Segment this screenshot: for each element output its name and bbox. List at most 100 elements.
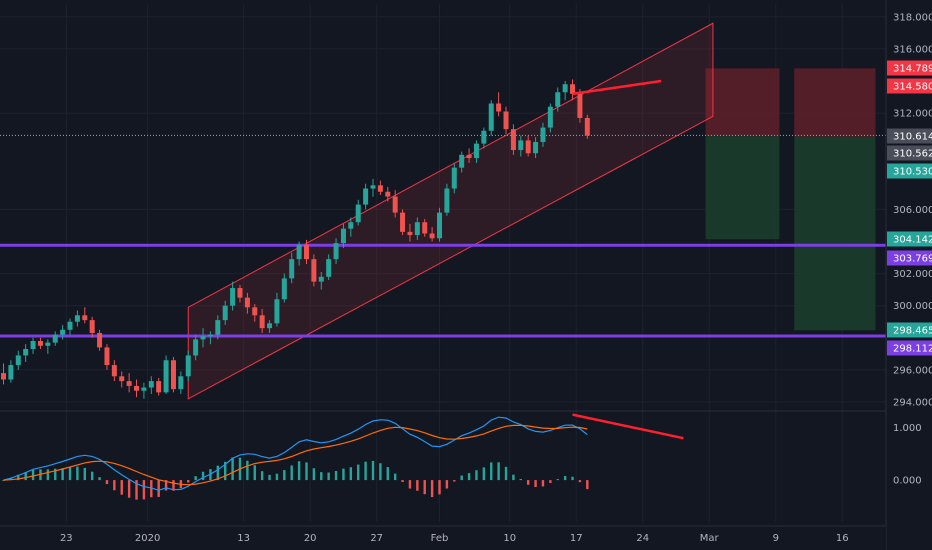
stop-loss-zone bbox=[794, 68, 876, 137]
macd-histogram-bar bbox=[460, 475, 463, 481]
candle-body bbox=[540, 127, 546, 143]
time-tick-label: 23 bbox=[60, 533, 73, 544]
macd-histogram-bar bbox=[482, 467, 486, 481]
time-tick-label: 16 bbox=[836, 533, 849, 544]
candle-body bbox=[429, 233, 435, 239]
time-tick-label: 9 bbox=[773, 533, 779, 544]
macd-histogram-bar bbox=[150, 480, 153, 498]
candle-body bbox=[281, 278, 287, 300]
candle-body bbox=[547, 106, 553, 128]
macd-histogram-bar bbox=[76, 466, 79, 481]
price-tags: 314.789 314.580 310.614 310.562 310.530 304.1… bbox=[887, 60, 932, 356]
price-tick-label: 306.000 bbox=[893, 205, 932, 216]
macd-histogram-bar bbox=[61, 468, 64, 481]
candle-body bbox=[466, 154, 472, 159]
macd-histogram-bar bbox=[563, 476, 567, 481]
macd-tick-label: 1.000 bbox=[893, 423, 922, 434]
candle-body bbox=[370, 185, 376, 189]
candle-body bbox=[274, 299, 280, 324]
macd-histogram-bar bbox=[17, 474, 20, 481]
macd-histogram-bar bbox=[504, 466, 508, 481]
price-tag-label: 310.614 bbox=[893, 132, 932, 143]
macd-histogram-bar bbox=[364, 461, 367, 481]
candle-body bbox=[481, 130, 487, 144]
price-tag-background bbox=[887, 145, 932, 161]
candle-body bbox=[170, 360, 176, 390]
macd-histogram-bar bbox=[127, 480, 131, 498]
candle-body bbox=[222, 305, 228, 321]
candle-body bbox=[82, 315, 88, 321]
candle-body bbox=[60, 329, 66, 335]
macd-histogram-bar bbox=[438, 480, 441, 495]
price-divergence-line bbox=[572, 79, 662, 96]
macd-histogram-bar bbox=[578, 480, 582, 483]
price-tag-label: 298.465 bbox=[893, 326, 932, 337]
candle-body bbox=[134, 385, 140, 391]
candle-body bbox=[104, 347, 110, 366]
price-tick-label: 318.000 bbox=[893, 12, 932, 23]
price-tag-background bbox=[887, 128, 932, 144]
price-tag-label: 303.769 bbox=[893, 254, 932, 265]
candle-body bbox=[318, 276, 324, 282]
macd-histogram-bar bbox=[526, 480, 530, 485]
candle-body bbox=[577, 93, 583, 118]
macd-histogram-bar bbox=[327, 472, 330, 481]
candle-body bbox=[296, 244, 302, 260]
candle-body bbox=[562, 84, 568, 93]
candle-body bbox=[422, 222, 428, 234]
macd-histogram-bar bbox=[408, 480, 412, 489]
candle-body bbox=[525, 140, 531, 154]
candle-body bbox=[533, 142, 539, 154]
candle-body bbox=[488, 103, 494, 131]
macd-histogram-bar bbox=[430, 480, 434, 498]
stop-loss-zone bbox=[705, 68, 780, 137]
macd-histogram-bar bbox=[416, 480, 419, 491]
macd-histogram-bar bbox=[246, 460, 249, 481]
macd-histogram-bar bbox=[371, 460, 375, 481]
macd-histogram-bar bbox=[194, 476, 197, 481]
candle-body bbox=[178, 376, 184, 390]
macd-histogram-bar bbox=[224, 461, 227, 481]
candle-body bbox=[200, 336, 206, 340]
price-tag-background bbox=[887, 250, 932, 266]
price-tag-background bbox=[887, 322, 932, 338]
candle-body bbox=[89, 320, 95, 333]
price-tag-label: 310.562 bbox=[893, 149, 932, 160]
price-tick-label: 302.000 bbox=[893, 269, 932, 280]
macd-panel bbox=[2, 413, 684, 500]
time-tick-label: 13 bbox=[237, 533, 250, 544]
candle-body bbox=[163, 360, 169, 393]
candlestick-series bbox=[1, 79, 590, 399]
macd-histogram-bar bbox=[113, 480, 116, 491]
macd-histogram-bar bbox=[253, 465, 256, 481]
time-tick-label: 17 bbox=[570, 533, 583, 544]
candle-body bbox=[340, 228, 346, 244]
candle-body bbox=[503, 111, 509, 130]
time-tick-label: 10 bbox=[503, 533, 516, 544]
macd-histogram-bar bbox=[201, 471, 205, 481]
macd-histogram-bar bbox=[2, 480, 5, 481]
candle-body bbox=[400, 212, 406, 232]
candle-body bbox=[252, 307, 258, 316]
take-profit-zone bbox=[794, 136, 876, 331]
price-tick-label: 294.000 bbox=[893, 397, 932, 408]
macd-histogram-bar bbox=[231, 457, 234, 481]
time-tick-label: 27 bbox=[370, 533, 383, 544]
macd-line bbox=[3, 416, 588, 491]
candle-body bbox=[311, 259, 317, 282]
price-tag-background bbox=[887, 60, 932, 76]
candle-body bbox=[141, 387, 147, 391]
price-tag-label: 298.112 bbox=[893, 344, 932, 355]
macd-histogram-bar bbox=[357, 464, 360, 481]
macd-histogram-bar bbox=[31, 469, 35, 481]
candle-body bbox=[326, 259, 332, 277]
candle-body bbox=[363, 188, 369, 205]
macd-histogram-bar bbox=[386, 467, 389, 481]
macd-histogram-bar bbox=[98, 477, 101, 481]
macd-histogram-bar bbox=[534, 480, 537, 488]
candle-body bbox=[30, 340, 36, 350]
macd-histogram-bar bbox=[24, 472, 27, 481]
macd-histogram-bar bbox=[83, 467, 86, 481]
macd-histogram-bar bbox=[142, 480, 146, 500]
